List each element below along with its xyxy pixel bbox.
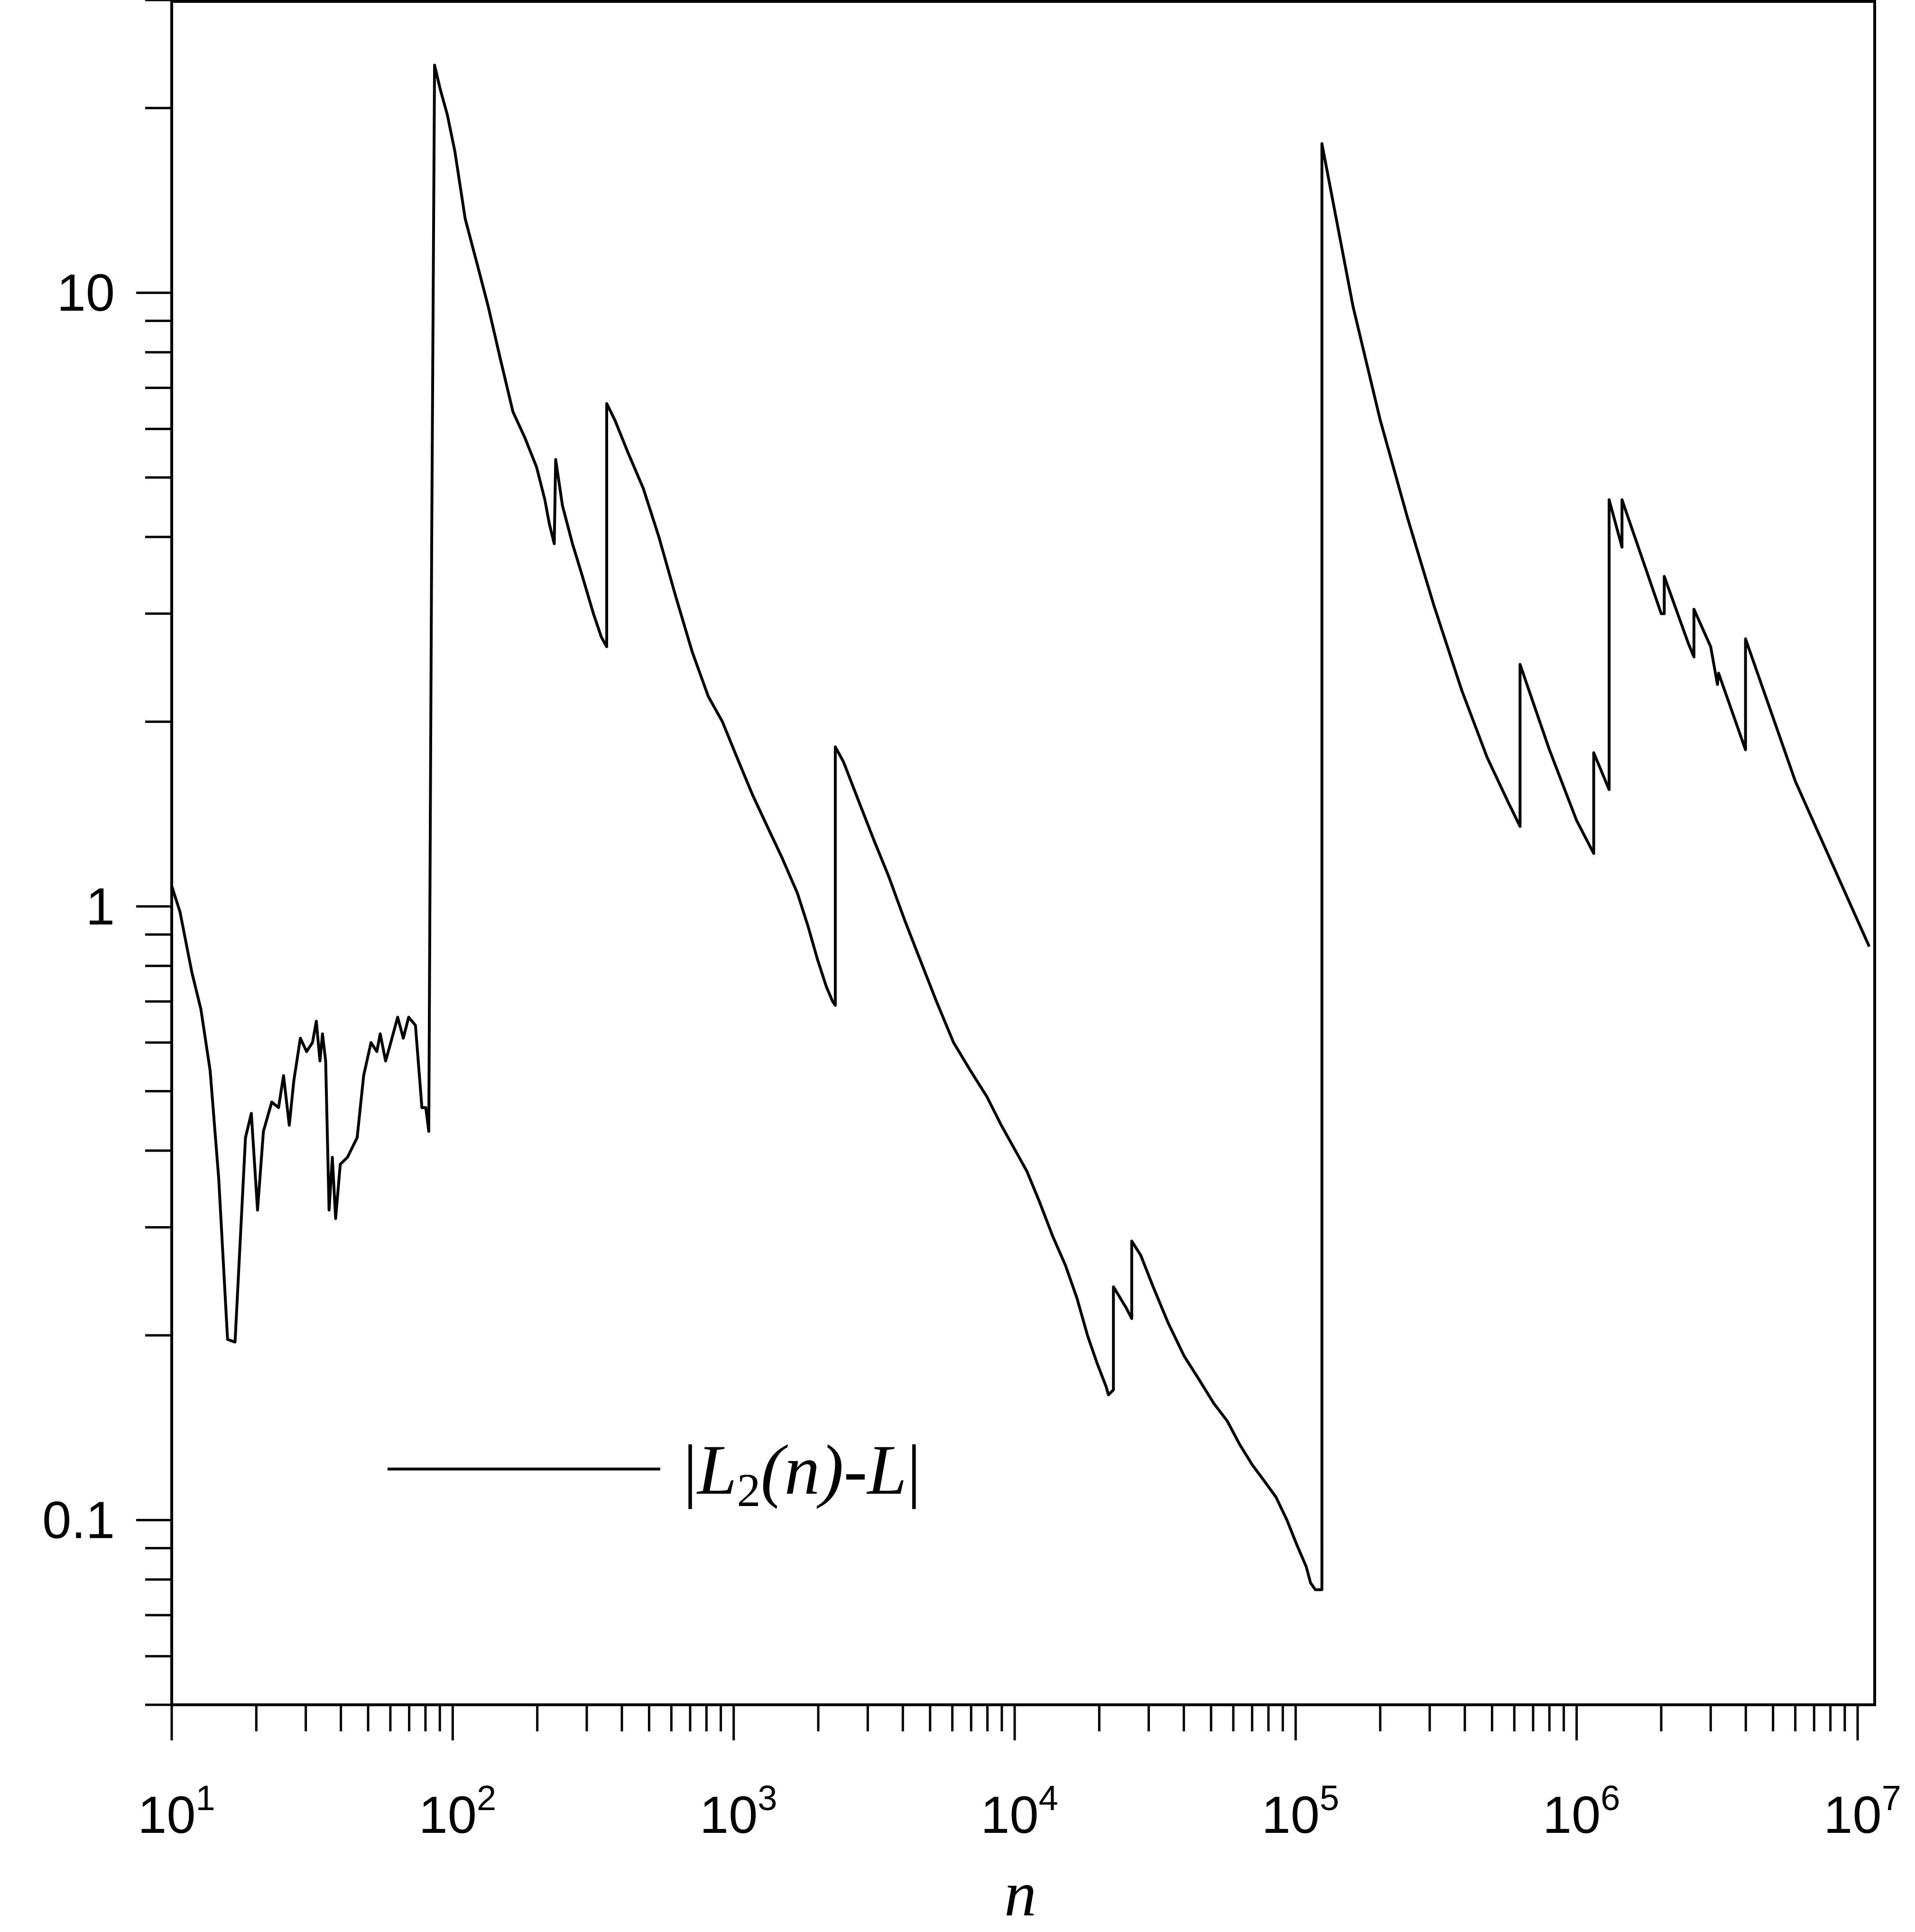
x-tick-label: 107 xyxy=(1823,1778,1901,1844)
y-tick-label: 1 xyxy=(86,878,115,936)
x-tick-label: 101 xyxy=(138,1778,215,1844)
series-line xyxy=(170,64,1871,1591)
y-tick-label: 0.1 xyxy=(42,1491,115,1550)
x-tick-label: 103 xyxy=(700,1778,777,1844)
y-tick-label: 10 xyxy=(57,264,115,322)
x-axis-title: n xyxy=(1004,1858,1036,1930)
x-tick-label: 102 xyxy=(419,1778,497,1844)
x-tick-label: 104 xyxy=(981,1778,1058,1844)
legend-label: |L2(n)-L| xyxy=(683,1431,921,1516)
x-tick-label: 105 xyxy=(1262,1778,1340,1844)
plot-frame xyxy=(170,0,1876,1706)
x-tick-label: 106 xyxy=(1543,1778,1620,1844)
